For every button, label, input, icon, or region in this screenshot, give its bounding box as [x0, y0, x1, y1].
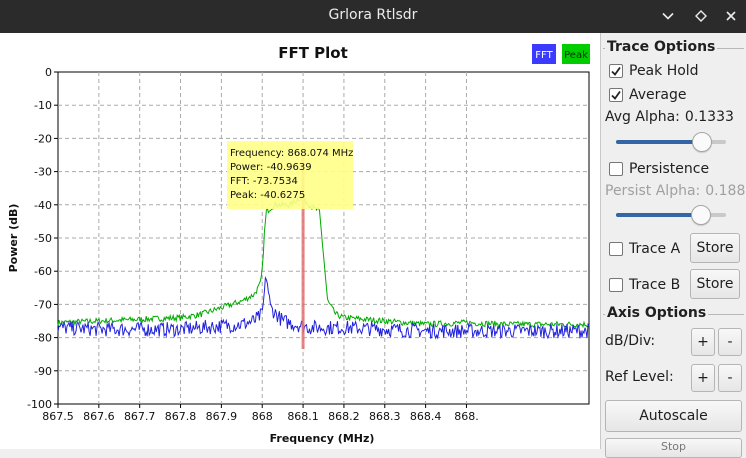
fft-plot[interactable]: FFT Plot FFT Peak 0 -10 -20 -30 -40 -50 -60 -70… [0, 33, 600, 449]
average-checkbox[interactable] [609, 88, 623, 102]
avg-alpha-slider[interactable] [616, 132, 726, 152]
avg-alpha-row: Avg Alpha: 0.1333 [605, 109, 734, 125]
minimize-button[interactable] [657, 5, 679, 27]
y-tick-label: 0 [45, 66, 52, 79]
options-sidebar: Trace Options Peak Hold Average Avg Alph… [601, 33, 746, 458]
legend-peak-swatch [562, 44, 590, 64]
ref-level-row: Ref Level: [605, 369, 674, 385]
trace-b-checkbox[interactable] [609, 278, 623, 292]
x-axis-ticks: 867.5 867.6 867.7 867.8 867.9 868 868.1 868.2 86… [42, 404, 479, 423]
checkmark-icon [611, 90, 621, 100]
persist-alpha-slider[interactable] [616, 205, 726, 225]
avg-alpha-value: 0.1333 [684, 109, 734, 125]
series-peak-line [57, 194, 590, 329]
title-bar: Grlora Rtlsdr [0, 0, 746, 33]
db-div-label: dB/Div: [605, 333, 656, 349]
trace-options-title: Trace Options [605, 39, 718, 55]
persist-alpha-label: Persist Alpha: [605, 183, 701, 199]
ref-level-minus-button[interactable]: - [718, 364, 742, 392]
tooltip-box [227, 141, 353, 209]
y-tick-label: -20 [34, 132, 52, 145]
slider-fill [616, 140, 702, 144]
legend: FFT Peak [532, 44, 590, 64]
x-axis-label: Frequency (MHz) [270, 432, 375, 445]
legend-peak-label: Peak [564, 50, 588, 61]
y-tick-label: -90 [34, 365, 52, 378]
x-tick-label: 867.5 [42, 410, 74, 423]
x-tick-label: 868. [454, 410, 479, 423]
x-tick-label: 867.6 [83, 410, 115, 423]
x-tick-label: 868.2 [328, 410, 360, 423]
x-tick-label: 867.9 [206, 410, 238, 423]
fft-plot-panel[interactable]: FFT Plot FFT Peak 0 -10 -20 -30 -40 -50 -60 -70… [0, 33, 601, 449]
trace-a-checkbox[interactable] [609, 242, 623, 256]
x-tick-label: 868.3 [369, 410, 401, 423]
legend-fft-label: FFT [535, 50, 553, 61]
trace-b-row[interactable]: Trace B [609, 277, 680, 293]
tooltip: Frequency: 868.074 MHz Power: -40.9639 F… [227, 141, 353, 209]
x-tick-label: 868.1 [287, 410, 319, 423]
y-tick-label: -60 [34, 265, 52, 278]
persist-alpha-row: Persist Alpha: 0.1887 [605, 183, 746, 199]
slider-handle[interactable] [690, 205, 711, 225]
store-trace-b-button[interactable]: Store [690, 269, 740, 299]
stop-button[interactable]: Stop [605, 438, 742, 458]
y-tick-label: -10 [34, 99, 52, 112]
plot-title: FFT Plot [278, 44, 348, 62]
ref-level-label: Ref Level: [605, 369, 674, 385]
close-icon [726, 11, 736, 21]
peak-hold-row[interactable]: Peak Hold [609, 63, 699, 79]
axis-options-title: Axis Options [605, 305, 709, 321]
persist-alpha-value: 0.1887 [705, 183, 746, 199]
store-trace-a-button[interactable]: Store [690, 233, 740, 263]
y-tick-label: -50 [34, 232, 52, 245]
db-div-plus-button[interactable]: + [691, 328, 715, 356]
window-title: Grlora Rtlsdr [328, 7, 418, 23]
tooltip-power: Power: -40.9639 [230, 162, 312, 173]
slider-fill [616, 213, 701, 217]
trace-a-label: Trace A [629, 241, 681, 257]
tooltip-fft: FFT: -73.7534 [230, 176, 298, 187]
average-row[interactable]: Average [609, 87, 687, 103]
legend-fft-swatch [532, 44, 556, 64]
maximize-button[interactable] [690, 5, 712, 27]
db-div-row: dB/Div: [605, 333, 655, 349]
autoscale-button[interactable]: Autoscale [605, 400, 742, 432]
y-tick-label: -30 [34, 166, 52, 179]
chevron-down-icon [662, 12, 674, 20]
tooltip-frequency: Frequency: 868.074 MHz [230, 148, 353, 159]
series-fft-line [57, 275, 590, 340]
x-tick-label: 868.4 [410, 410, 442, 423]
y-tick-label: -70 [34, 298, 52, 311]
checkmark-icon [611, 66, 621, 76]
y-tick-label: -100 [27, 398, 52, 411]
close-button[interactable] [720, 5, 742, 27]
peak-hold-label: Peak Hold [629, 63, 699, 79]
curves [57, 194, 590, 340]
ref-level-plus-button[interactable]: + [691, 364, 715, 392]
db-div-minus-button[interactable]: - [718, 328, 742, 356]
diamond-icon [695, 10, 707, 22]
trace-b-label: Trace B [629, 277, 681, 293]
persistence-row[interactable]: Persistence [609, 161, 709, 177]
y-axis-ticks: 0 -10 -20 -30 -40 -50 -60 -70 -80 -90 -100 [27, 66, 58, 411]
x-tick-label: 868 [252, 410, 273, 423]
y-axis-label: Power (dB) [7, 204, 20, 273]
average-label: Average [629, 87, 687, 103]
peak-hold-checkbox[interactable] [609, 64, 623, 78]
y-tick-label: -40 [34, 199, 52, 212]
avg-alpha-label: Avg Alpha: [605, 109, 680, 125]
persistence-checkbox[interactable] [609, 162, 623, 176]
persistence-label: Persistence [629, 161, 710, 177]
x-tick-label: 867.7 [124, 410, 156, 423]
slider-handle[interactable] [691, 132, 712, 152]
x-tick-label: 867.8 [165, 410, 197, 423]
tooltip-peak: Peak: -40.6275 [230, 190, 305, 201]
trace-a-row[interactable]: Trace A [609, 241, 680, 257]
y-tick-label: -80 [34, 332, 52, 345]
